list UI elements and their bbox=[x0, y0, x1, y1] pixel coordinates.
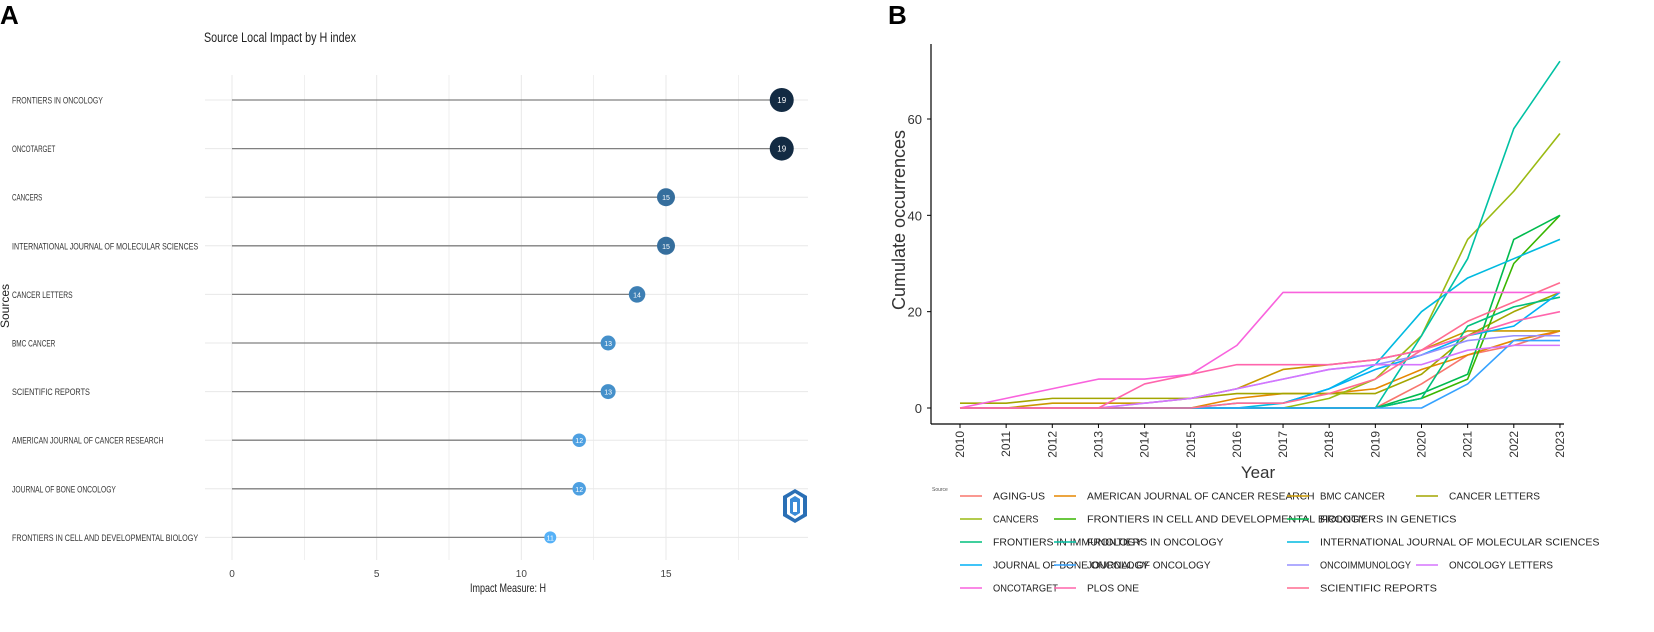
legend-label: FRONTIERS IN IMMUNOLOGY bbox=[993, 538, 1143, 549]
legend-title: Source bbox=[932, 487, 948, 493]
category-label: CANCERS bbox=[12, 193, 42, 204]
legend-label: JOURNAL OF ONCOLOGY bbox=[1087, 561, 1211, 572]
category-label: INTERNATIONAL JOURNAL OF MOLECULAR SCIEN… bbox=[12, 241, 198, 252]
legend-label: FRONTIERS IN GENETICS bbox=[1320, 515, 1457, 526]
x-tick-label: 2014 bbox=[1138, 431, 1152, 458]
x-tick-label: 2020 bbox=[1415, 431, 1429, 458]
lollipop-dot bbox=[544, 531, 557, 544]
x-tick-label: 2019 bbox=[1368, 431, 1382, 458]
lollipop-dot bbox=[600, 335, 616, 351]
legend-label: FRONTIERS IN ONCOLOGY bbox=[1087, 538, 1224, 549]
y-tick-label: 0 bbox=[915, 401, 922, 416]
hexagon-logo-icon bbox=[783, 489, 807, 523]
category-label: ONCOTARGET bbox=[12, 144, 55, 155]
h-index-chart-panel: Source Local Impact by H index FRONTIERS … bbox=[0, 0, 830, 627]
dot-value-label: 15 bbox=[662, 244, 670, 251]
legend-label: CANCER LETTERS bbox=[1449, 492, 1540, 503]
category-label: AMERICAN JOURNAL OF CANCER RESEARCH bbox=[12, 436, 164, 447]
legend-label: PLOS ONE bbox=[1087, 584, 1139, 595]
category-label: SCIENTIFIC REPORTS bbox=[12, 387, 90, 398]
x-tick-label: 10 bbox=[516, 569, 528, 580]
series-line bbox=[960, 60, 1561, 409]
category-label: BMC CANCER bbox=[12, 339, 55, 350]
x-tick-label: 2017 bbox=[1276, 431, 1290, 458]
x-tick-label: 2011 bbox=[999, 431, 1013, 457]
legend-label: AGING-US bbox=[993, 492, 1045, 503]
x-tick-label: 2012 bbox=[1045, 431, 1059, 458]
y-axis-label: Sources bbox=[0, 284, 12, 328]
x-axis-label: Year bbox=[1241, 463, 1276, 482]
legend-label: INTERNATIONAL JOURNAL OF MOLECULAR SCIEN… bbox=[1320, 538, 1600, 549]
series-line bbox=[960, 296, 1561, 409]
lollipop-dot bbox=[657, 236, 675, 255]
y-axis-label: Cumulate occurrences bbox=[889, 130, 909, 310]
legend-label: ONCOIMMUNOLOGY bbox=[1320, 561, 1411, 572]
x-axis-label: Impact Measure: H bbox=[470, 581, 546, 595]
legend-label: CANCERS bbox=[993, 515, 1039, 526]
lollipop-dot bbox=[572, 482, 586, 496]
dot-value-label: 19 bbox=[777, 96, 786, 105]
series-line bbox=[960, 282, 1561, 409]
dot-value-label: 12 bbox=[575, 438, 583, 445]
legend-label: ONCOLOGY LETTERS bbox=[1449, 561, 1553, 572]
lollipop-dot bbox=[572, 433, 586, 447]
x-tick-label: 2021 bbox=[1461, 431, 1475, 458]
x-tick-label: 2022 bbox=[1507, 431, 1521, 458]
dot-value-label: 13 bbox=[604, 341, 612, 348]
category-label: FRONTIERS IN CELL AND DEVELOPMENTAL BIOL… bbox=[12, 533, 199, 544]
y-tick-label: 60 bbox=[908, 112, 922, 127]
dot-value-label: 12 bbox=[575, 487, 583, 494]
dot-value-label: 19 bbox=[777, 145, 786, 154]
x-tick-label: 2013 bbox=[1091, 431, 1105, 458]
x-tick-label: 2018 bbox=[1322, 431, 1336, 458]
panel-label-b: B bbox=[888, 0, 907, 30]
x-tick-label: 5 bbox=[374, 569, 380, 580]
cumulative-occurrences-line-chart: 0 20 40 60 2010 2011 2012 2013 2014 2015 2016 2017 2… bbox=[889, 44, 1600, 595]
lollipop-dot bbox=[600, 384, 616, 400]
series-line bbox=[960, 330, 1560, 409]
series-line bbox=[959, 291, 1560, 409]
legend-label: SCIENTIFIC REPORTS bbox=[1320, 584, 1437, 595]
y-tick-label: 40 bbox=[908, 208, 922, 223]
legend-label: AMERICAN JOURNAL OF CANCER RESEARCH bbox=[1087, 492, 1315, 503]
legend: AGING-US AMERICAN JOURNAL OF CANCER RESEA… bbox=[960, 492, 1600, 595]
dot-value-label: 13 bbox=[604, 390, 612, 397]
legend-label: FRONTIERS IN CELL AND DEVELOPMENTAL BIOL… bbox=[1087, 515, 1367, 526]
lollipop-dot bbox=[769, 136, 794, 161]
x-tick-label: 15 bbox=[660, 569, 672, 580]
chart-title: Source Local Impact by H index bbox=[204, 30, 356, 45]
series-line bbox=[960, 291, 1561, 404]
category-label: JOURNAL OF BONE ONCOLOGY bbox=[12, 484, 116, 495]
dot-value-label: 11 bbox=[547, 535, 554, 542]
x-tick-label: 2023 bbox=[1553, 431, 1567, 458]
cumulative-occurrences-panel: 0 20 40 60 2010 2011 2012 2013 2014 2015 2016 2017 2… bbox=[880, 0, 1654, 627]
dot-value-label: 14 bbox=[633, 292, 641, 299]
category-label: FRONTIERS IN ONCOLOGY bbox=[12, 96, 103, 107]
dot-value-label: 15 bbox=[662, 195, 670, 202]
plot-background bbox=[205, 75, 808, 560]
legend-label: JOURNAL OF BONE ONCOLOGY bbox=[993, 561, 1149, 572]
x-tick-label: 0 bbox=[229, 569, 235, 580]
lollipop-dot bbox=[769, 88, 794, 112]
legend-label: BMC CANCER bbox=[1320, 492, 1385, 503]
panel-label-a: A bbox=[0, 0, 19, 30]
lollipop-dot bbox=[657, 188, 675, 207]
x-tick-label: 2016 bbox=[1230, 431, 1244, 458]
y-tick-label: 20 bbox=[908, 305, 922, 320]
h-index-lollipop-chart: Source Local Impact by H index FRONTIERS … bbox=[0, 30, 808, 595]
x-tick-label: 2015 bbox=[1184, 431, 1198, 458]
category-label: CANCER LETTERS bbox=[12, 290, 73, 301]
x-tick-label: 2010 bbox=[953, 431, 967, 458]
legend-label: ONCOTARGET bbox=[993, 584, 1058, 595]
lollipop-dot bbox=[628, 286, 646, 303]
